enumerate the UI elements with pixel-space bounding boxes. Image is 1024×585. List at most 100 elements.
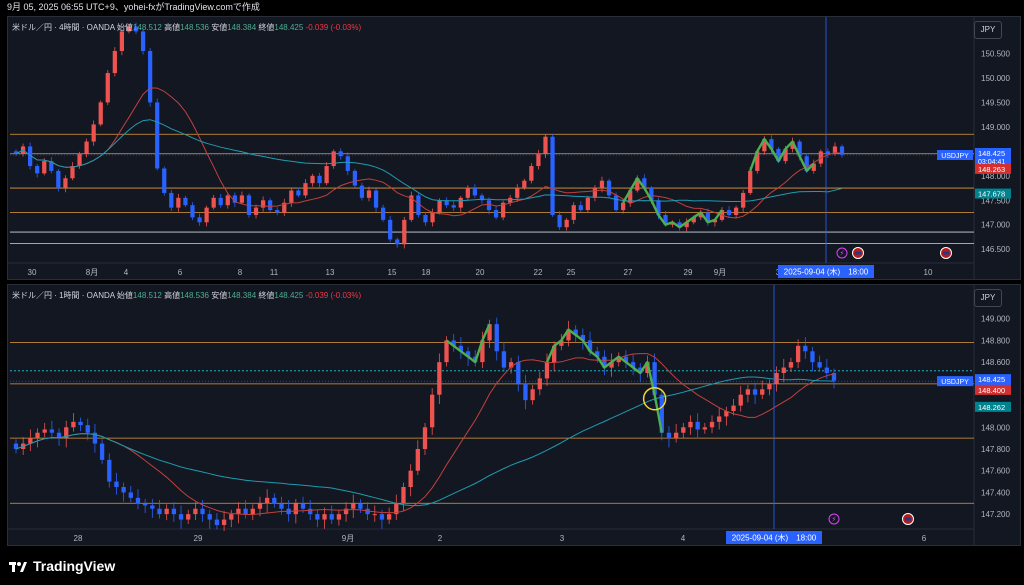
candle xyxy=(214,519,220,525)
candle xyxy=(673,432,679,439)
candle xyxy=(133,26,139,32)
candle xyxy=(293,503,298,515)
candle xyxy=(832,146,838,154)
candle xyxy=(702,427,707,430)
candle xyxy=(745,389,751,395)
candle xyxy=(197,217,202,223)
candle xyxy=(458,345,464,352)
candle xyxy=(303,183,308,196)
price-chart-4h[interactable]: 150.500150.000149.500149.000148.500148.0… xyxy=(8,17,1020,279)
currency-button[interactable]: JPY xyxy=(974,289,1002,307)
candle xyxy=(92,432,98,444)
candle xyxy=(839,146,845,155)
candle xyxy=(190,205,195,218)
crosshair-time-label: 2025-09-04 (木) 18:00 xyxy=(784,267,869,277)
candle xyxy=(42,429,47,433)
price-chart-1h[interactable]: 149.000148.800148.600148.400148.200148.0… xyxy=(8,285,1020,545)
candle xyxy=(372,514,377,516)
candle xyxy=(322,514,327,520)
legend-symbol: 米ドル／円 · 4時間 · OANDA xyxy=(12,23,115,32)
candle xyxy=(236,508,241,515)
tradingview-logo[interactable]: TradingView xyxy=(9,558,115,574)
candle xyxy=(394,503,399,515)
y-axis-tick-label: 150.500 xyxy=(981,49,1010,58)
candle xyxy=(268,200,273,211)
legend-high: 148.536 xyxy=(180,291,209,300)
candle xyxy=(239,195,245,203)
symbol-tag-bg xyxy=(937,376,973,387)
candle xyxy=(585,197,590,211)
legend-symbol: 米ドル／円 · 1時間 · OANDA xyxy=(12,291,115,300)
x-axis-tick-label: 13 xyxy=(326,268,335,277)
chart-header-title: 9月 05, 2025 06:55 UTC+9、yohei-fxがTrading… xyxy=(0,0,1024,14)
candle xyxy=(726,210,732,215)
ma-short-tag-bg xyxy=(975,163,1011,174)
candle xyxy=(162,168,167,193)
price-tag-bg xyxy=(975,148,1011,167)
candle xyxy=(811,163,816,171)
candle xyxy=(164,508,169,515)
candle xyxy=(99,443,105,460)
currency-button[interactable]: JPY xyxy=(974,21,1002,39)
candle xyxy=(77,153,82,167)
chart-pane-1h[interactable]: 米ドル／円 · 1時間 · OANDA 始値148.512 高値148.536 … xyxy=(7,284,1021,546)
candle xyxy=(135,497,141,504)
candle xyxy=(308,508,313,515)
symbol-tag-bg xyxy=(937,150,973,161)
candle xyxy=(797,141,802,157)
moving-average-long xyxy=(15,119,843,202)
candle xyxy=(143,503,148,506)
x-axis-tick-label: 10 xyxy=(924,268,933,277)
candle xyxy=(733,207,739,215)
candle xyxy=(543,136,548,154)
candle xyxy=(529,166,534,181)
candle xyxy=(70,166,75,179)
candle xyxy=(352,170,357,186)
candle xyxy=(317,175,322,184)
candle xyxy=(331,151,336,167)
candle xyxy=(559,340,564,346)
y-axis-tick-label: 147.200 xyxy=(981,510,1010,519)
x-axis-tick-label: 29 xyxy=(194,534,203,543)
candle xyxy=(803,345,808,352)
ma-short-tag-bg xyxy=(975,384,1011,395)
candle xyxy=(402,219,407,245)
x-axis-tick-label: 18 xyxy=(422,268,431,277)
y-axis-tick-label: 150.000 xyxy=(981,74,1010,83)
legend-low-label: 安値 xyxy=(211,23,228,32)
candle xyxy=(35,432,40,439)
candle xyxy=(602,356,607,368)
candle xyxy=(289,190,294,203)
x-axis-tick-label: 20 xyxy=(476,268,485,277)
candle xyxy=(613,195,619,211)
y-axis-tick-label: 149.000 xyxy=(981,123,1010,132)
candle xyxy=(451,340,456,346)
chart-pane-4h[interactable]: 米ドル／円 · 4時間 · OANDA 始値148.512 高値148.536 … xyxy=(7,16,1021,280)
candle xyxy=(695,421,700,430)
candle xyxy=(225,195,230,206)
candle xyxy=(310,175,315,184)
candle xyxy=(564,219,569,228)
candle xyxy=(444,200,449,206)
legend-high-label: 高値 xyxy=(164,23,181,32)
x-axis-tick-label: 28 xyxy=(74,534,83,543)
x-axis-tick-label: 30 xyxy=(28,268,37,277)
candle xyxy=(207,514,212,520)
x-axis-tick-label: 4 xyxy=(124,268,129,277)
candle xyxy=(358,503,363,509)
candle xyxy=(386,514,392,520)
candle xyxy=(493,210,499,218)
candle xyxy=(140,31,146,52)
lightning-event-glyph: ⚡ xyxy=(840,250,845,258)
candle xyxy=(705,212,710,223)
candle xyxy=(709,421,715,428)
y-axis-tick-label: 149.500 xyxy=(981,98,1010,107)
y-axis-tick-label: 147.000 xyxy=(981,221,1010,230)
us-flag-canton xyxy=(905,517,911,521)
candle xyxy=(465,351,471,357)
x-axis-tick-label: 9月 xyxy=(714,268,726,277)
candle xyxy=(324,166,329,184)
y-axis-tick-label: 147.400 xyxy=(981,488,1010,497)
moving-average-short xyxy=(15,353,835,515)
candle xyxy=(126,26,132,32)
